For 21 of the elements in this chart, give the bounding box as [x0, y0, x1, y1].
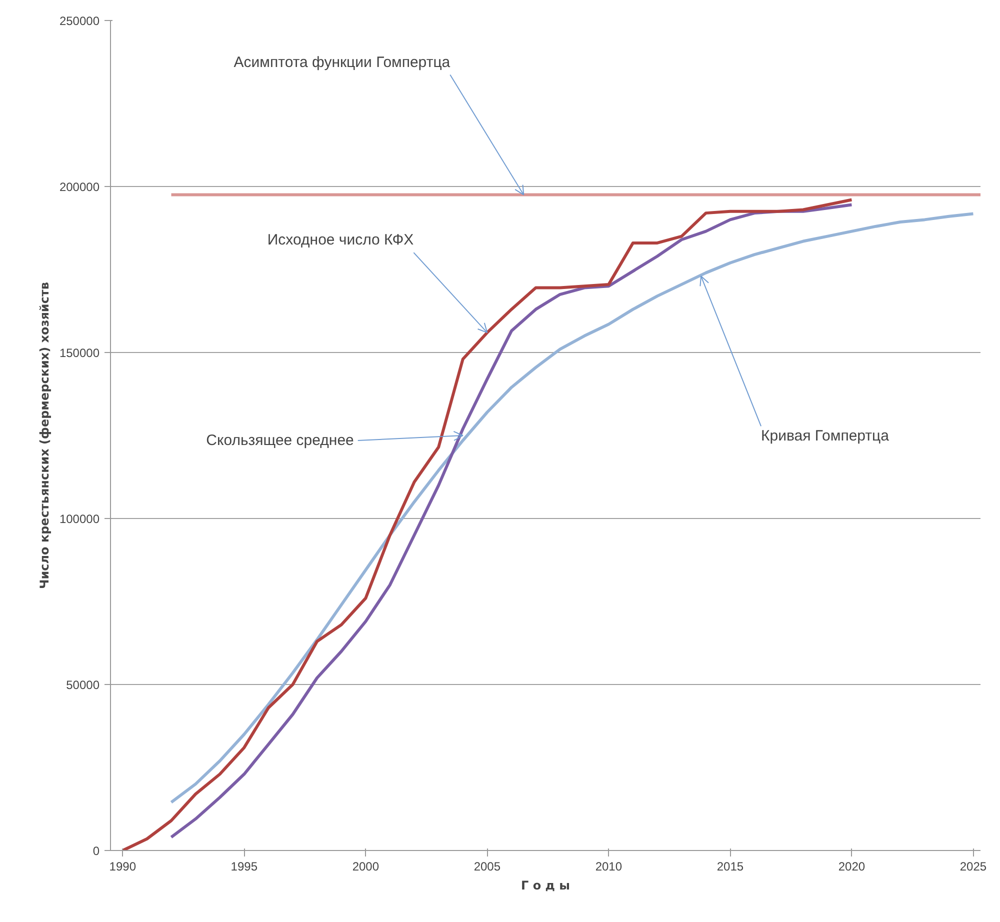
y-axis-title: Число крестьянских (фермерских) хозяйств	[37, 282, 52, 589]
y-tick-label: 250000	[59, 14, 100, 28]
x-tick-label: 1990	[109, 860, 136, 874]
x-axis-title: Г о д ы	[521, 878, 570, 892]
x-tick-label: 2010	[595, 860, 622, 874]
x-tick-label: 2015	[716, 860, 744, 874]
x-tick-label: 2005	[474, 860, 501, 874]
line-series	[170, 212, 975, 804]
y-tick-label: 200000	[59, 180, 100, 194]
x-tick-label: 1995	[230, 860, 258, 874]
x-tick-label: 2000	[352, 860, 380, 874]
y-tick-label: 50000	[66, 678, 100, 692]
annotation: Асимптота функции Гомпертца	[234, 54, 451, 71]
y-tick-label: 150000	[59, 346, 100, 360]
x-tick-label: 2020	[838, 860, 866, 874]
y-tick-label: 0	[92, 844, 100, 858]
annotation: Кривая Гомпертца	[761, 428, 890, 445]
annotation: Исходное число КФХ	[267, 232, 414, 249]
x-tick-label: 2025	[960, 860, 987, 874]
y-tick-label: 100000	[59, 512, 100, 526]
annotation: Скользящее среднее	[206, 432, 354, 449]
